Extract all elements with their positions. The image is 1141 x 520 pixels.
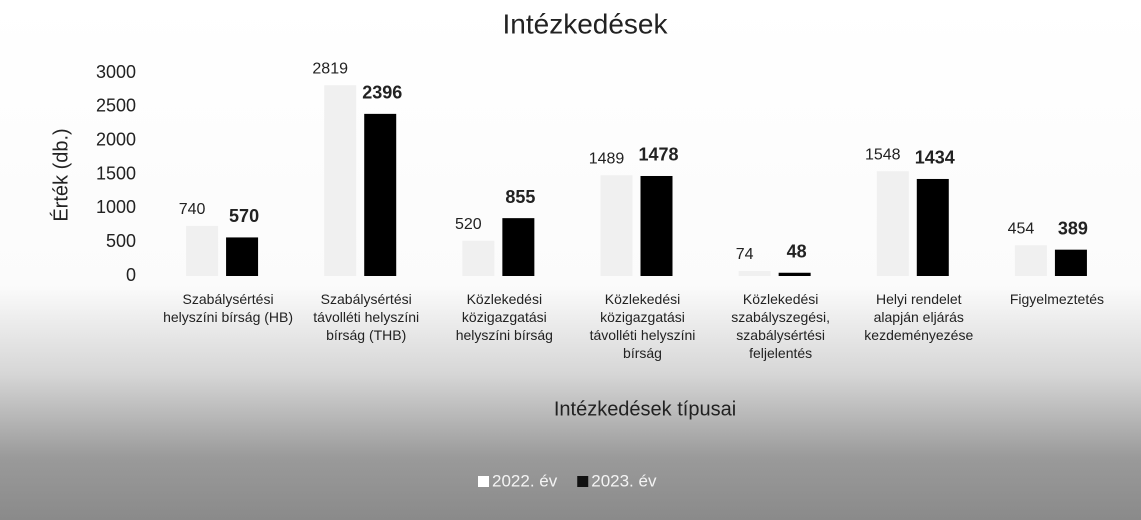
data-label: 454 <box>1008 220 1035 237</box>
y-axis-title: Érték (db.) <box>49 128 72 221</box>
legend-label: 2023. év <box>591 471 657 490</box>
chart-title: Intézkedések <box>503 8 669 39</box>
data-label: 740 <box>179 201 206 218</box>
y-tick-label: 0 <box>126 265 136 285</box>
legend-swatch <box>478 476 489 487</box>
x-tick-label: Figyelmeztetés <box>1009 291 1104 307</box>
x-tick-label: Közlekedési közigazgatási helyszíni bírs… <box>455 291 553 343</box>
y-tick-label: 500 <box>106 231 136 251</box>
y-tick-label: 2500 <box>96 96 136 116</box>
data-label: 48 <box>787 242 807 262</box>
y-tick-label: 2000 <box>96 129 136 149</box>
legend-label: 2022. év <box>492 471 558 490</box>
bar <box>876 171 909 276</box>
bar <box>324 85 357 276</box>
data-label: 520 <box>455 216 482 233</box>
data-label: 74 <box>736 246 754 263</box>
data-label: 2396 <box>362 83 402 103</box>
y-tick-label: 3000 <box>96 62 136 82</box>
data-label: 1478 <box>638 145 678 165</box>
bar <box>640 175 673 276</box>
legend-swatch <box>577 476 589 487</box>
data-label: 570 <box>229 206 259 226</box>
y-tick-label: 1000 <box>96 197 136 217</box>
data-label: 1489 <box>589 150 625 167</box>
bar <box>364 113 397 276</box>
x-tick-label: Szabálysértési helyszíni bírság (HB) <box>163 291 294 325</box>
x-tick-label: Közlekedési szabályszegési, szabálysérté… <box>731 291 831 361</box>
bar <box>1014 245 1047 276</box>
bar <box>502 218 535 276</box>
bar <box>186 225 219 276</box>
x-tick-label: Szabálysértési távolléti helyszíni bírsá… <box>313 291 420 343</box>
x-tick-label: Közlekedési közigazgatási távolléti hely… <box>589 291 696 361</box>
bar <box>462 240 495 276</box>
bar <box>600 175 633 276</box>
x-tick-label: Helyi rendelet alapján eljárás kezdemény… <box>864 291 974 343</box>
x-axis-title: Intézkedések típusai <box>554 398 736 420</box>
data-label: 389 <box>1058 218 1088 238</box>
data-label: 1548 <box>865 146 901 163</box>
data-label: 2819 <box>312 60 348 77</box>
bar <box>916 178 949 276</box>
data-label: 1434 <box>915 148 955 168</box>
bar <box>226 237 259 276</box>
y-tick-label: 1500 <box>96 163 136 183</box>
bar <box>778 272 811 276</box>
data-label: 855 <box>505 187 535 207</box>
bar <box>1054 249 1087 276</box>
bar <box>738 270 771 276</box>
